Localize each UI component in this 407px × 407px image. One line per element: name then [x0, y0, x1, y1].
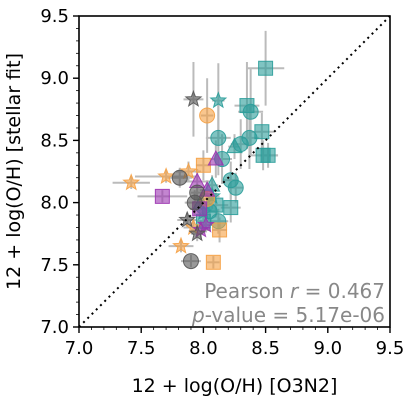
p-value-annotation: p-value = 5.17e-06 — [191, 303, 385, 327]
y-tick-label: 8.0 — [40, 193, 69, 214]
purple-star-point — [196, 215, 215, 233]
pearson-r-annotation: Pearson r = 0.467 — [204, 279, 385, 303]
x-axis-label: 12 + log(O/H) [O3N2] — [132, 375, 338, 397]
orange-star-point — [179, 162, 198, 180]
y-axis-label: 12 + log(O/H) [stellar fit] — [3, 53, 25, 290]
orange-circle-point — [199, 107, 216, 124]
axis-ticks: 7.0 7.5 8.0 8.5 9.0 9.5 7.0 7.5 8.0 8.5 9.0 9.5 — [40, 6, 404, 359]
teal-square-point — [260, 147, 276, 163]
orange-star-point — [172, 236, 190, 254]
teal-square-point — [223, 200, 239, 216]
x-tick-label: 9.5 — [376, 338, 405, 359]
orange-star-point — [122, 173, 141, 191]
orange-square-point — [205, 254, 221, 270]
y-tick-label: 9.0 — [40, 68, 69, 89]
teal-square-point — [258, 60, 274, 76]
x-tick-label: 7.5 — [127, 338, 156, 359]
x-tick-label: 8.0 — [189, 338, 218, 359]
y-tick-label: 7.0 — [40, 317, 69, 338]
teal-star-point — [209, 91, 228, 109]
x-tick-label: 7.0 — [65, 338, 94, 359]
gray-circle-point — [182, 253, 199, 270]
orange-square-point — [212, 222, 228, 238]
gray-star-point — [184, 89, 203, 107]
orange-star-point — [157, 167, 176, 185]
purple-triangle-point — [207, 150, 225, 166]
purple-square-point — [154, 188, 170, 204]
y-tick-label: 8.5 — [40, 130, 69, 151]
teal-triangle-point — [226, 137, 243, 154]
gray-circle-point — [171, 169, 188, 186]
one-to-one-line — [78, 15, 391, 328]
teal-square-point — [254, 124, 270, 140]
y-tick-label: 9.5 — [40, 6, 69, 27]
teal-circle-point — [210, 129, 227, 146]
x-tick-label: 8.5 — [251, 338, 280, 359]
teal-circle-point — [242, 103, 259, 120]
data-markers — [122, 60, 276, 270]
gray-star-point — [178, 210, 197, 228]
plot-frame — [78, 15, 391, 328]
gray-circle-point — [189, 184, 206, 201]
x-tick-label: 9.0 — [313, 338, 342, 359]
y-tick-label: 7.5 — [40, 255, 69, 276]
gray-star-point — [188, 224, 207, 242]
teal-circle-point — [227, 179, 244, 196]
